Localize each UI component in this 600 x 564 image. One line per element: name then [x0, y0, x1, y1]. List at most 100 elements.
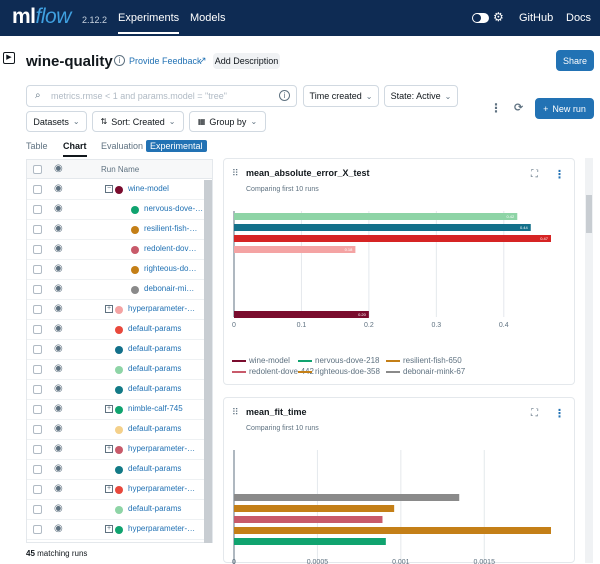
table-row[interactable]: ◉ default-params — [27, 380, 204, 400]
eye-icon[interactable]: ◉ — [54, 463, 63, 474]
nav-github[interactable]: GitHub — [519, 12, 554, 24]
charts-scrollbar-track[interactable] — [585, 158, 593, 563]
table-row[interactable]: ◉ default-params — [27, 320, 204, 340]
row-checkbox[interactable] — [33, 425, 42, 434]
run-name-link[interactable]: resilient-fish-… — [144, 224, 198, 233]
eye-icon[interactable]: ◉ — [54, 343, 63, 354]
add-description-button[interactable]: Add Description — [213, 53, 280, 69]
provide-feedback-link[interactable]: Provide Feedback — [129, 56, 202, 66]
legend-item[interactable]: resilient-fish-650 — [386, 356, 462, 365]
eye-icon[interactable]: ◉ — [54, 183, 63, 194]
table-row[interactable]: ◉ + hyperparameter-… — [27, 300, 204, 320]
row-checkbox[interactable] — [33, 365, 42, 374]
run-name-header[interactable]: Run Name — [101, 165, 140, 174]
sort-select[interactable]: ⇅ Sort: Created ⌄ — [92, 111, 184, 132]
run-name-link[interactable]: hyperparameter-… — [128, 444, 196, 453]
legend-item[interactable]: wine-model — [232, 356, 290, 365]
eye-icon[interactable]: ◉ — [54, 383, 63, 394]
eye-icon[interactable]: ◉ — [54, 483, 63, 494]
row-checkbox[interactable] — [33, 265, 42, 274]
run-name-link[interactable]: default-params — [128, 384, 182, 393]
drag-handle-icon[interactable]: ⠿ — [232, 168, 239, 178]
eye-icon[interactable]: ◉ — [54, 523, 63, 534]
expand-icon[interactable]: + — [105, 525, 113, 533]
legend-item[interactable]: righteous-doe-358 — [298, 367, 380, 376]
chart-menu-icon[interactable]: ⋮ — [554, 169, 565, 181]
legend-item[interactable]: nervous-dove-218 — [298, 356, 379, 365]
expand-icon[interactable]: + — [105, 485, 113, 493]
run-name-link[interactable]: hyperparameter-… — [128, 484, 196, 493]
eye-icon[interactable]: ◉ — [54, 503, 63, 514]
fullscreen-icon[interactable]: ⛶ — [531, 169, 538, 180]
expand-icon[interactable]: + — [105, 305, 113, 313]
run-name-link[interactable]: default-params — [128, 364, 182, 373]
eye-icon[interactable]: ◉ — [54, 303, 63, 314]
nav-models[interactable]: Models — [190, 12, 226, 24]
row-checkbox[interactable] — [33, 505, 42, 514]
row-checkbox[interactable] — [33, 525, 42, 534]
row-checkbox[interactable] — [33, 325, 42, 334]
row-checkbox[interactable] — [33, 205, 42, 214]
run-name-link[interactable]: default-params — [128, 344, 182, 353]
expand-icon[interactable]: + — [105, 405, 113, 413]
row-checkbox[interactable] — [33, 405, 42, 414]
nav-docs[interactable]: Docs — [566, 12, 592, 24]
dark-mode-toggle[interactable] — [472, 13, 489, 23]
run-name-link[interactable]: default-params — [128, 324, 182, 333]
table-row[interactable]: ◉ nervous-dove-… — [27, 200, 204, 220]
run-name-link[interactable]: default-params — [128, 464, 182, 473]
refresh-icon[interactable]: ⟳ — [514, 102, 524, 114]
new-run-button[interactable]: + New run — [535, 98, 594, 119]
chart-menu-icon[interactable]: ⋮ — [554, 408, 565, 420]
mlflow-logo[interactable]: mlflow — [12, 5, 71, 28]
search-input[interactable]: ⌕ metrics.rmse < 1 and params.model = "t… — [26, 85, 297, 107]
row-checkbox[interactable] — [33, 185, 42, 194]
table-row[interactable]: ◉ righteous-do… — [27, 260, 204, 280]
eye-icon[interactable]: ◉ — [54, 223, 63, 234]
table-scrollbar[interactable] — [204, 180, 212, 543]
table-row[interactable]: ◉ redolent-dov… — [27, 240, 204, 260]
table-row[interactable]: ◉ debonair-mi… — [27, 280, 204, 300]
tab-chart[interactable]: Chart — [63, 141, 87, 157]
eye-icon[interactable]: ◉ — [54, 363, 63, 374]
table-row[interactable]: ◉ default-params — [27, 360, 204, 380]
eye-icon[interactable]: ◉ — [54, 323, 63, 334]
legend-item[interactable]: debonair-mink-67 — [386, 367, 465, 376]
row-checkbox[interactable] — [33, 485, 42, 494]
table-row[interactable]: ◉ resilient-fish-… — [27, 220, 204, 240]
group-by-select[interactable]: ▦ Group by ⌄ — [189, 111, 266, 132]
run-name-link[interactable]: hyperparameter-… — [128, 304, 196, 313]
table-row[interactable]: ◉ + hyperparameter-… — [27, 520, 204, 540]
run-name-link[interactable]: hyperparameter-… — [128, 524, 196, 533]
nav-experiments[interactable]: Experiments — [118, 12, 180, 34]
run-name-link[interactable]: nervous-dove-… — [144, 204, 204, 213]
tab-table[interactable]: Table — [26, 141, 48, 151]
eye-icon[interactable]: ◉ — [54, 243, 63, 254]
legend-item[interactable]: redolent-dove-442 — [232, 367, 314, 376]
sidebar-toggle-icon[interactable]: ▶ — [3, 52, 15, 64]
collapse-icon[interactable]: − — [105, 185, 113, 193]
eye-icon[interactable]: ◉ — [54, 263, 63, 274]
state-select[interactable]: State: Active ⌄ — [384, 85, 458, 107]
select-all-checkbox[interactable] — [33, 165, 42, 174]
row-checkbox[interactable] — [33, 385, 42, 394]
table-row[interactable]: ◉ + nimble-calf-745 — [27, 400, 204, 420]
run-name-link[interactable]: debonair-mi… — [144, 284, 195, 293]
eye-icon[interactable]: ◉ — [54, 203, 63, 214]
charts-scrollbar-thumb[interactable] — [586, 195, 592, 233]
more-options-icon[interactable]: ⋮ — [490, 101, 502, 115]
row-checkbox[interactable] — [33, 345, 42, 354]
eye-icon[interactable]: ◉ — [54, 163, 63, 174]
table-row[interactable]: ◉ default-params — [27, 460, 204, 480]
eye-icon[interactable]: ◉ — [54, 283, 63, 294]
share-button[interactable]: Share — [556, 50, 594, 71]
eye-icon[interactable]: ◉ — [54, 403, 63, 414]
row-checkbox[interactable] — [33, 445, 42, 454]
table-row[interactable]: ◉ default-params — [27, 500, 204, 520]
time-created-select[interactable]: Time created ⌄ — [303, 85, 379, 107]
drag-handle-icon[interactable]: ⠿ — [232, 407, 239, 417]
eye-icon[interactable]: ◉ — [54, 423, 63, 434]
row-checkbox[interactable] — [33, 285, 42, 294]
gear-icon[interactable]: ⚙ — [493, 10, 504, 24]
expand-icon[interactable]: + — [105, 445, 113, 453]
